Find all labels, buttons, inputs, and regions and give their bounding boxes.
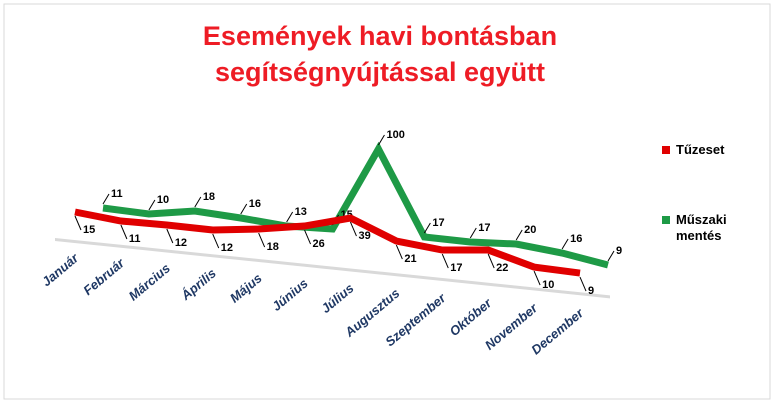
legend-swatch [662, 216, 670, 224]
x-tick-label: Június [269, 275, 311, 313]
leader-line [349, 221, 357, 237]
leader-line [194, 196, 202, 208]
data-label: 18 [267, 241, 279, 253]
x-tick-label: Február [80, 255, 127, 298]
leader-line [74, 215, 82, 231]
data-label: 17 [432, 217, 444, 229]
data-label: 9 [616, 245, 622, 257]
leader-line [469, 227, 477, 239]
x-tick-label: Április [177, 265, 218, 303]
x-tick-label: Március [126, 260, 173, 303]
data-label: 22 [496, 262, 508, 274]
data-label: 10 [157, 194, 169, 206]
data-label: 26 [313, 238, 325, 250]
data-label: 9 [588, 285, 594, 297]
chart-title: Események havi bontásban segítségnyújtás… [202, 21, 558, 87]
x-tick-label: Július [318, 280, 356, 316]
leader-line [607, 250, 615, 262]
series-line [102, 141, 609, 269]
leader-line [166, 228, 174, 244]
data-label: 18 [203, 191, 215, 203]
floor [55, 238, 610, 299]
frame [3, 3, 771, 400]
leader-line [304, 229, 312, 245]
data-label: 10 [542, 279, 554, 291]
x-tick-label: Január [39, 250, 82, 289]
leader-line [561, 238, 569, 250]
data-label: 16 [249, 198, 261, 210]
leader-line [212, 233, 220, 249]
legend-item: Műszaki mentés [662, 212, 746, 244]
data-label: 13 [295, 206, 307, 218]
leader-line [423, 222, 431, 234]
data-label: 100 [386, 129, 404, 141]
x-tick-label: Május [227, 270, 265, 305]
leader-line [102, 193, 110, 205]
data-label: 11 [111, 188, 123, 200]
data-label: 12 [175, 237, 187, 249]
data-label: 21 [404, 253, 416, 265]
leader-line [120, 224, 128, 240]
series-line [74, 208, 581, 277]
leader-line [395, 244, 403, 260]
leader-line [378, 134, 385, 146]
data-label: 12 [221, 242, 233, 254]
leader-line [258, 232, 266, 248]
legend-item: Tűzeset [662, 142, 746, 158]
data-label: 17 [478, 222, 490, 234]
data-label: 39 [358, 230, 370, 242]
data-label: 20 [524, 224, 536, 236]
x-tick-label: Október [446, 295, 495, 339]
leader-line [240, 203, 248, 215]
leader-line [148, 199, 156, 211]
data-label: 16 [570, 233, 582, 245]
legend-label: Műszaki mentés [676, 212, 727, 243]
leader-line [286, 211, 294, 223]
leader-line [515, 229, 523, 241]
leader-line [441, 253, 449, 269]
leader-line [487, 253, 495, 269]
leader-line [533, 270, 541, 286]
leader-line [579, 276, 587, 292]
data-label: 15 [83, 224, 95, 236]
legend-label: Tűzeset [676, 142, 725, 157]
data-label: 17 [450, 262, 462, 274]
legend-swatch [662, 146, 670, 154]
data-label: 11 [129, 233, 141, 245]
